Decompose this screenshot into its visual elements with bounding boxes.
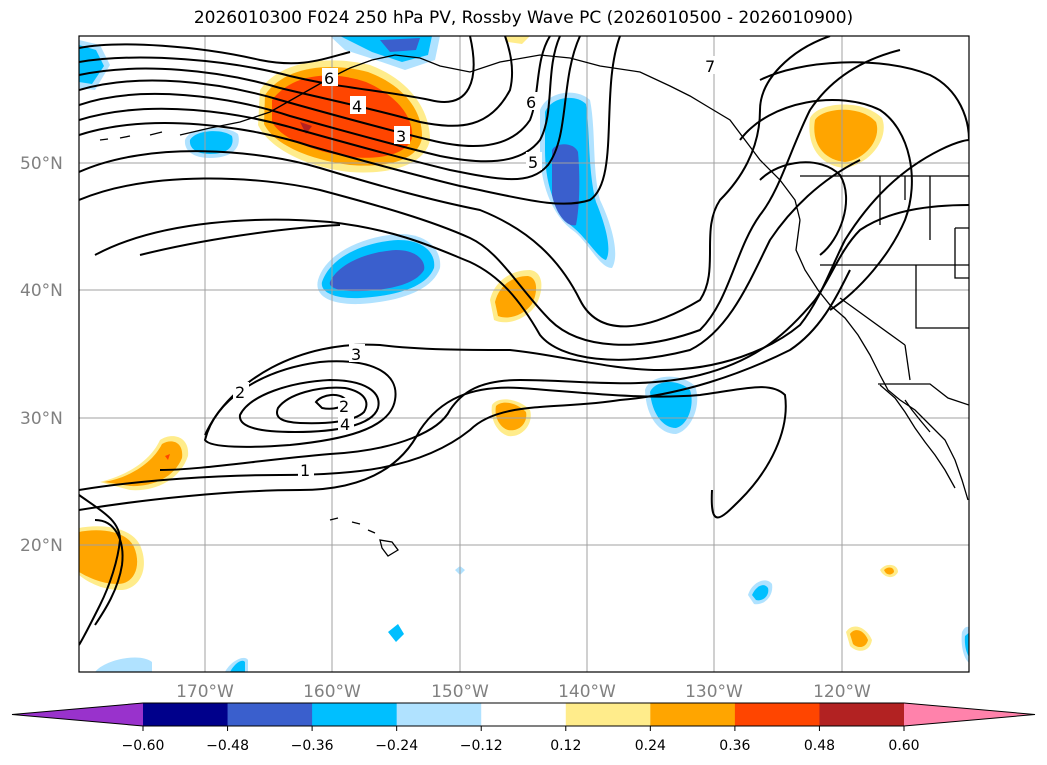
colorbar-tick-label: 0.60 xyxy=(888,738,919,754)
map-gridlines xyxy=(79,36,969,672)
lat-label: 40°N xyxy=(20,281,63,301)
colorbar-tick-label: 0.48 xyxy=(804,738,835,754)
colorbar-segment xyxy=(312,703,398,726)
lon-label: 170°W xyxy=(176,682,234,702)
pv-anomaly-fills xyxy=(79,36,969,672)
colorbar-segment xyxy=(481,703,567,726)
contour-label: 2 xyxy=(235,383,245,402)
colorbar-tick-label: −0.48 xyxy=(206,738,249,754)
colorbar-tick-label: 0.12 xyxy=(550,738,581,754)
contour-label-group: 7 6 6 5 4 3 3 2 2 4 1 xyxy=(233,56,718,480)
contour-label: 3 xyxy=(396,127,406,146)
contour-label: 4 xyxy=(352,97,362,116)
lon-label: 150°W xyxy=(431,682,489,702)
lon-label: 140°W xyxy=(558,682,616,702)
colorbar: −0.60 −0.48 −0.36 −0.24 −0.12 0.12 0.24 0.36 0.4… xyxy=(11,702,1036,754)
contour-label: 1 xyxy=(300,461,310,480)
contour-label: 3 xyxy=(351,345,361,364)
colorbar-segment xyxy=(734,703,820,726)
colorbar-tick-label: −0.60 xyxy=(122,738,165,754)
colorbar-extend-low xyxy=(12,703,143,726)
contour-label: 4 xyxy=(340,415,350,434)
colorbar-extend-high xyxy=(904,703,1035,726)
colorbar-segment xyxy=(819,703,905,726)
colorbar-tick-label: −0.24 xyxy=(375,738,418,754)
contour-label: 7 xyxy=(705,57,715,76)
lat-label: 50°N xyxy=(20,154,63,174)
colorbar-segment xyxy=(650,703,736,726)
lon-label: 130°W xyxy=(685,682,743,702)
contour-label: 6 xyxy=(526,93,536,112)
lon-label: 120°W xyxy=(813,682,871,702)
lat-label: 20°N xyxy=(20,536,63,556)
colorbar-segment xyxy=(143,703,229,726)
colorbar-segment xyxy=(227,703,313,726)
colorbar-segment xyxy=(396,703,482,726)
contour-label: 2 xyxy=(339,397,349,416)
colorbar-tick-label: −0.12 xyxy=(460,738,503,754)
contour-label: 5 xyxy=(528,153,538,172)
lat-label: 30°N xyxy=(20,409,63,429)
colorbar-tick-label: 0.36 xyxy=(719,738,750,754)
map-title: 2026010300 F024 250 hPa PV, Rossby Wave … xyxy=(193,8,854,28)
colorbar-segment xyxy=(565,703,651,726)
map-layer: 7 6 6 5 4 3 3 2 2 4 1 xyxy=(79,36,969,672)
map-border xyxy=(78,35,970,673)
colorbar-tick-label: −0.36 xyxy=(291,738,334,754)
colorbar-tick-label: 0.24 xyxy=(635,738,666,754)
lon-label: 160°W xyxy=(303,682,361,702)
contour-label: 6 xyxy=(324,69,334,88)
